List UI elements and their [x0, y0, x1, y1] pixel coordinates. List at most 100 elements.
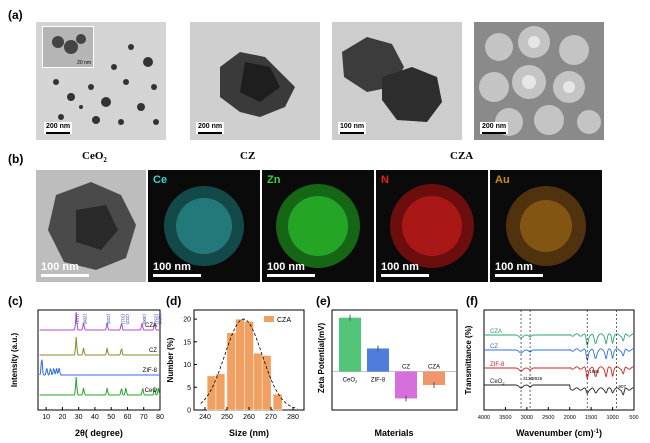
- ftir-tick-label: 2500: [542, 415, 554, 421]
- panel-letter-c: (c): [8, 294, 23, 308]
- scale-bar-zn: 100 nm: [267, 261, 315, 277]
- ftir-ylabel: Transmittance (%): [464, 325, 473, 394]
- sample-label-cza: CZA: [450, 150, 474, 162]
- map-label-ce: Ce: [153, 174, 168, 186]
- scale-bar-n: 100 nm: [381, 261, 429, 277]
- inset-scale-label: 20 nm: [77, 60, 91, 66]
- size-legend-swatch: [264, 316, 274, 322]
- size-xtick-label: 250: [221, 414, 233, 421]
- xrd-series-label: ZIF-8: [143, 368, 158, 374]
- zeta-category-label: CZA: [428, 365, 440, 371]
- xrd-tick-label: 60: [124, 414, 132, 421]
- xrd-series-label: CZ: [149, 348, 157, 354]
- ftir-annotation: 2925: [532, 376, 543, 381]
- ftir-series-line: [484, 333, 635, 347]
- scale-bar-a2: 200 nm: [196, 122, 225, 134]
- zeta-bar: [367, 348, 389, 372]
- size-fit-curve: [200, 318, 298, 409]
- xrd-ylabel: Intensity (a.u.): [10, 333, 19, 388]
- scale-bar-a3: 100 nm: [338, 122, 367, 134]
- eds-map-zn: Zn 100 nm: [262, 170, 374, 282]
- zeta-ylabel: Zeta Potential(mV): [317, 323, 326, 394]
- tem-inset: 20 nm: [42, 26, 94, 68]
- ftir-annotation: 3136: [523, 376, 534, 381]
- panel-letter-f: (f): [466, 294, 478, 308]
- size-bar: [272, 393, 283, 411]
- ftir-tick-label: 4000: [478, 415, 490, 421]
- chart-size: 240 250 260 270 280 0 5 10 15 20 CZA Size (nm) Nu…: [166, 309, 305, 438]
- xrd-xlabel: 2θ( degree): [75, 428, 123, 438]
- sample-label-cz: CZ: [240, 150, 256, 162]
- ftir-tick-label: 2000: [564, 415, 576, 421]
- size-ytick-label: 20: [183, 317, 191, 324]
- panel-letter-d: (d): [166, 294, 182, 308]
- xrd-annotation: (111): [75, 314, 80, 324]
- size-ylabel: Number (%): [166, 337, 175, 382]
- xrd-frame: [37, 309, 161, 411]
- map-label-zn: Zn: [267, 174, 281, 186]
- xrd-annotation: (200): [83, 314, 88, 325]
- xrd-tick-label: 70: [140, 414, 148, 421]
- xrd-series-line: [39, 376, 161, 396]
- size-ytick-label: 5: [187, 385, 191, 392]
- size-bar: [206, 375, 217, 411]
- size-bar: [235, 318, 245, 411]
- eds-map-ce: Ce 100 nm: [148, 170, 260, 282]
- ftir-tick-label: 500: [629, 415, 638, 421]
- ftir-tick-label: 1000: [606, 415, 618, 421]
- scale-bar-ce: 100 nm: [153, 261, 201, 277]
- xrd-tick-label: 80: [156, 414, 164, 421]
- ftir-series-label: CZA: [490, 329, 502, 335]
- ftir-annotation: 1592: [589, 369, 600, 374]
- ftir-tick-label: 1500: [585, 415, 597, 421]
- size-xlabel: Size (nm): [229, 428, 269, 438]
- size-ytick-label: 10: [183, 362, 191, 369]
- size-bar: [215, 373, 226, 411]
- zeta-category-label: CeO2: [343, 378, 358, 385]
- tem-image-cza: 100 nm: [332, 22, 462, 140]
- ftir-series-label: CeO2: [490, 379, 505, 386]
- xrd-tick-label: 20: [59, 414, 67, 421]
- size-xtick-label: 240: [199, 414, 211, 421]
- xrd-annotation: (331): [154, 314, 159, 325]
- panel-letter-a: (a): [8, 8, 23, 22]
- xrd-annotation: (222): [125, 314, 130, 325]
- sem-image-cza: 200 nm: [474, 22, 604, 140]
- eds-map-n: N 100 nm: [376, 170, 488, 282]
- xrd-series-line: [39, 336, 160, 356]
- xrd-tick-label: 50: [107, 414, 115, 421]
- size-xtick-label: 270: [265, 414, 277, 421]
- scale-bar-b0: 100 nm: [41, 261, 89, 277]
- ftir-series-line: [484, 366, 635, 380]
- xrd-series-label: CeO: [145, 388, 158, 394]
- xrd-series-line: [39, 311, 160, 331]
- xrd-tick-label: 30: [75, 414, 83, 421]
- ftir-series-line: [484, 384, 635, 396]
- tem-image-ceo2: 20 nm 200 nm: [36, 22, 166, 140]
- xrd-series-line: [39, 359, 160, 376]
- zeta-category-label: CZ: [402, 365, 410, 371]
- size-ytick-label: 0: [187, 408, 191, 415]
- scale-bar-au: 100 nm: [495, 261, 543, 277]
- xrd-tick-label: 10: [42, 414, 50, 421]
- ftir-series-label: CZ: [490, 344, 498, 350]
- size-xtick-label: 260: [243, 414, 255, 421]
- eds-map-au: Au 100 nm: [490, 170, 602, 282]
- size-bar: [253, 352, 263, 411]
- ftir-tick-label: 3000: [521, 415, 533, 421]
- size-xtick-label: 280: [287, 414, 299, 421]
- xrd-annotation: (400): [142, 314, 147, 325]
- map-label-n: N: [381, 174, 389, 186]
- tem-image-b: 100 nm: [36, 170, 146, 282]
- xrd-series-label: CZA: [145, 323, 157, 329]
- panel-letter-e: (e): [316, 294, 331, 308]
- size-legend-label: CZA: [277, 317, 291, 324]
- ftir-tick-label: 3500: [499, 415, 511, 421]
- ftir-xlabel: Wavenumber (cm)-1): [516, 428, 602, 438]
- chart-ftir: CZA CZ ZIF-8 CeO2 3136 2925 1592 907 4000 3500 30…: [464, 309, 639, 438]
- size-bar: [244, 321, 254, 411]
- ftir-annotation: 907: [619, 384, 627, 389]
- zeta-xlabel: Materials: [374, 428, 413, 438]
- ftir-frame: [483, 309, 635, 411]
- scale-bar-a4: 200 nm: [480, 122, 509, 134]
